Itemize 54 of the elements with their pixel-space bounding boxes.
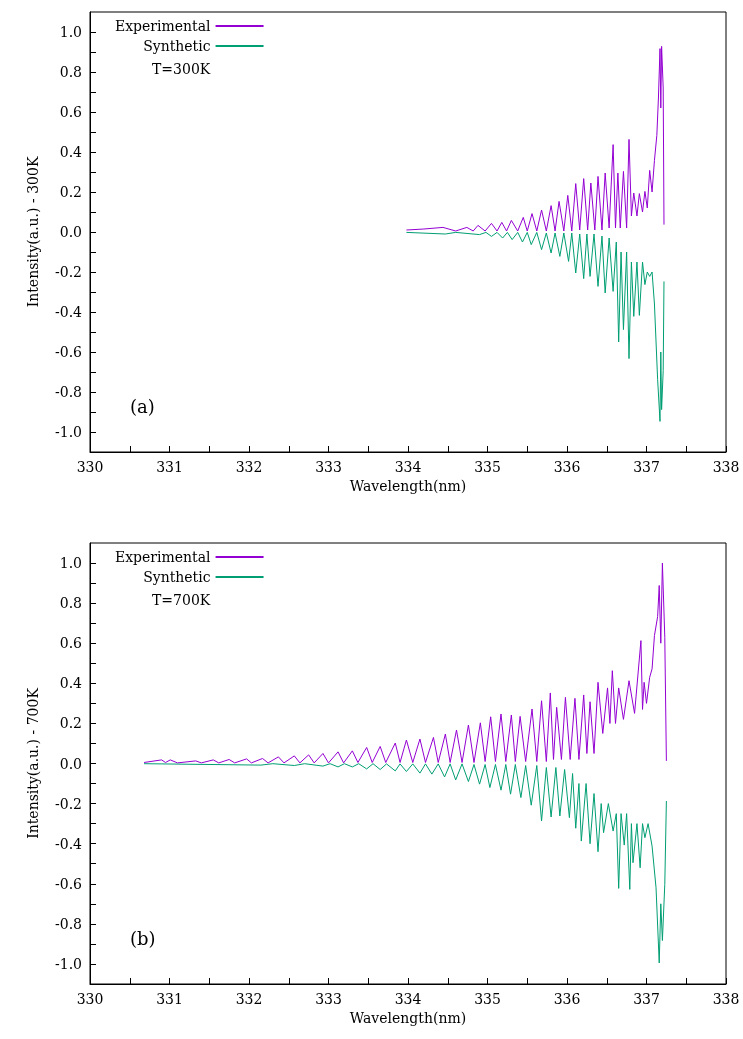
x-tick-label: 335 <box>474 459 501 475</box>
legend-label: Experimental <box>115 549 212 565</box>
y-tick-label: -0.4 <box>55 835 83 852</box>
legend-label: Synthetic <box>143 38 211 54</box>
line-series <box>405 231 665 422</box>
x-tick-label: 330 <box>76 459 104 475</box>
x-tick-label: 336 <box>553 991 581 1007</box>
y-tick-label: -0.2 <box>55 264 82 280</box>
y-tick-label: 0.0 <box>59 755 82 772</box>
y-tick-label: 0.0 <box>59 224 82 240</box>
x-tick-label: 336 <box>553 459 581 475</box>
legend-label: Synthetic <box>143 569 211 585</box>
y-tick-label: 0.2 <box>59 715 82 732</box>
y-axis-title: Intensity(a.u.) - 300K <box>25 156 41 308</box>
y-tick-label: -1.0 <box>55 424 82 440</box>
x-axis-title: Wavelength(nm) <box>349 477 467 494</box>
x-axis-title: Wavelength(nm) <box>349 1009 467 1026</box>
line-series <box>405 45 665 232</box>
y-tick-label: -0.8 <box>55 384 82 400</box>
annotation: T=700K <box>152 592 211 608</box>
x-tick-label: 333 <box>315 459 342 475</box>
y-tick-label: 0.6 <box>59 104 83 120</box>
annotation: T=300K <box>152 61 211 77</box>
x-tick-label: 334 <box>394 991 422 1007</box>
y-tick-label: -0.4 <box>55 304 83 320</box>
annotation: (a) <box>130 395 155 417</box>
x-tick-label: 331 <box>156 459 183 475</box>
y-tick-label: -0.6 <box>55 875 83 892</box>
y-tick-label: 0.4 <box>59 675 83 692</box>
y-tick-label: 0.8 <box>59 595 82 612</box>
x-tick-label: 337 <box>633 991 660 1007</box>
legend-label: Experimental <box>115 18 212 34</box>
x-tick-label: 331 <box>156 991 183 1007</box>
x-tick-label: 332 <box>235 991 263 1007</box>
y-tick-label: 0.2 <box>59 184 82 200</box>
y-tick-label: 0.8 <box>59 64 82 80</box>
annotation: (b) <box>130 927 156 949</box>
y-tick-label: 0.4 <box>59 144 83 160</box>
x-tick-label: 330 <box>76 991 104 1007</box>
x-tick-label: 334 <box>394 459 422 475</box>
x-tick-label: 335 <box>474 991 501 1007</box>
x-tick-label: 332 <box>235 459 263 475</box>
y-axis-title: Intensity(a.u.) - 700K <box>25 687 41 839</box>
y-tick-label: -0.8 <box>55 915 82 932</box>
y-tick-label: -0.2 <box>55 795 82 812</box>
y-tick-label: -0.6 <box>55 344 83 360</box>
y-tick-label: 1.0 <box>59 24 82 40</box>
x-tick-label: 338 <box>712 991 740 1007</box>
x-tick-label: 333 <box>315 991 342 1007</box>
y-tick-label: 1.0 <box>59 555 82 572</box>
x-tick-label: 337 <box>633 459 660 475</box>
y-tick-label: 0.6 <box>59 635 83 652</box>
y-tick-label: -1.0 <box>55 955 82 972</box>
x-tick-label: 338 <box>712 459 740 475</box>
